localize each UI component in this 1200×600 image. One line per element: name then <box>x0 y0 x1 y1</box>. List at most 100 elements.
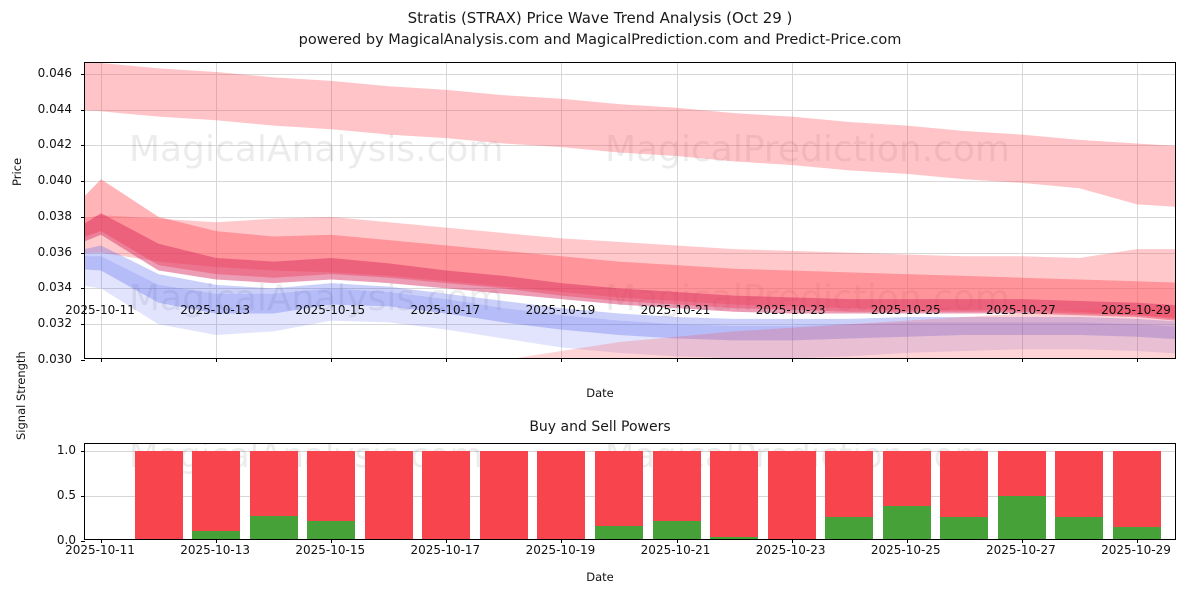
price-y-tick: 0.034 <box>37 280 72 295</box>
buy-power-bar[interactable] <box>652 521 701 539</box>
buy-power-bar[interactable] <box>710 537 759 539</box>
price-x-tick: 2025-10-21 <box>640 303 711 317</box>
price-x-tick: 2025-10-27 <box>986 303 1056 317</box>
price-y-tickmark <box>81 145 85 147</box>
powers-x-tickmark <box>101 539 102 543</box>
buy-power-bar[interactable] <box>997 496 1046 539</box>
sell-power-bar[interactable] <box>537 451 586 539</box>
price-y-axis-label: Price <box>10 157 24 186</box>
price-x-tickmark <box>216 358 218 362</box>
buy-power-bar[interactable] <box>1055 516 1104 539</box>
powers-x-axis-label: Date <box>586 570 614 584</box>
price-y-tickmark <box>81 216 85 218</box>
price-y-tickmark <box>81 360 85 361</box>
price-gridline-h <box>85 109 1175 111</box>
sell-power-bar[interactable] <box>825 451 874 517</box>
powers-y-tick: 1.0 <box>56 443 76 458</box>
price-y-tick: 0.030 <box>37 352 72 366</box>
powers-x-tick: 2025-10-15 <box>295 543 366 557</box>
price-x-tickmark <box>1021 358 1023 362</box>
sell-power-bar[interactable] <box>710 451 759 538</box>
price-band-inner-wave-band <box>85 213 1175 321</box>
powers-x-tick: 2025-10-17 <box>410 543 481 557</box>
buy-power-bar[interactable] <box>249 515 298 539</box>
powers-y-tick: 0.5 <box>56 488 76 503</box>
price-gridline-v <box>1021 63 1023 358</box>
price-y-tick: 0.042 <box>37 137 72 152</box>
buy-power-bar[interactable] <box>825 516 874 539</box>
price-y-tick: 0.036 <box>37 244 72 259</box>
price-y-tickmark <box>81 181 85 183</box>
price-band-outer-support-band-blue <box>85 256 1175 358</box>
price-y-tickmark <box>81 109 85 111</box>
sell-power-bar[interactable] <box>364 451 413 539</box>
powers-x-tick: 2025-10-13 <box>180 543 250 557</box>
price-gridline-v <box>676 63 678 358</box>
price-x-tickmark <box>1137 358 1138 362</box>
sell-power-bar[interactable] <box>767 451 816 539</box>
powers-x-tickmark <box>906 539 908 543</box>
powers-x-tick: 2025-10-27 <box>986 543 1056 557</box>
sell-power-bar[interactable] <box>307 451 356 522</box>
sell-power-bar[interactable] <box>940 451 989 517</box>
price-gridline-v <box>1137 63 1138 358</box>
price-gridline-h <box>85 145 1175 147</box>
powers-x-tickmark <box>216 539 218 543</box>
price-x-tickmark <box>676 358 678 362</box>
buy-power-bar[interactable] <box>882 505 931 539</box>
powers-x-tick: 2025-10-29 <box>1101 543 1171 557</box>
powers-y-tick: 0.0 <box>56 533 76 547</box>
price-x-tick: 2025-10-17 <box>410 303 481 317</box>
price-x-tickmark <box>561 358 563 362</box>
price-y-tickmark <box>81 252 85 254</box>
sell-power-bar[interactable] <box>882 451 931 506</box>
price-gridline-h <box>85 324 1175 326</box>
buy-power-bar[interactable] <box>1113 526 1161 539</box>
price-band-layer <box>85 63 1175 358</box>
powers-x-tickmark <box>1021 539 1023 543</box>
powers-x-tick: 2025-10-21 <box>640 543 711 557</box>
sell-power-bar[interactable] <box>997 451 1046 497</box>
price-wave-chart[interactable]: MagicalAnalysis.com MagicalPrediction.com… <box>81 62 1176 362</box>
sell-power-bar[interactable] <box>595 451 643 526</box>
powers-x-tickmark <box>331 539 333 543</box>
powers-x-tickmark <box>676 539 678 543</box>
price-gridline-v <box>446 63 448 358</box>
price-gridline-v <box>101 63 102 358</box>
price-x-tick: 2025-10-23 <box>755 303 826 317</box>
sell-power-bar[interactable] <box>422 451 471 539</box>
price-y-tick: 0.044 <box>37 101 72 116</box>
price-band-outer-upper-resistance <box>85 63 1175 207</box>
price-gridline-v <box>216 63 218 358</box>
buy-power-bar[interactable] <box>595 525 643 539</box>
price-x-tick: 2025-10-25 <box>870 303 941 317</box>
price-gridline-v <box>791 63 793 358</box>
powers-chart-title: Buy and Sell Powers <box>529 419 671 435</box>
buy-power-bar[interactable] <box>307 521 356 539</box>
page-title: Stratis (STRAX) Price Wave Trend Analysi… <box>407 9 793 27</box>
buy-power-bar[interactable] <box>940 516 989 539</box>
page-subtitle: powered by MagicalAnalysis.com and Magic… <box>298 32 902 48</box>
price-x-tick: 2025-10-13 <box>180 303 250 317</box>
price-gridline-h <box>85 288 1175 290</box>
sell-power-bar[interactable] <box>249 451 298 516</box>
sell-power-bar[interactable] <box>652 451 701 522</box>
price-x-axis-label: Date <box>586 386 614 400</box>
powers-y-axis-label: Signal Strength <box>14 351 28 440</box>
price-plot-area: MagicalAnalysis.com MagicalPrediction.com… <box>85 63 1175 358</box>
price-x-tick: 2025-10-11 <box>65 303 135 317</box>
powers-x-tickmark <box>561 539 563 543</box>
price-gridline-h <box>85 181 1175 183</box>
price-band-lowest-pink-tail-band <box>516 306 1175 358</box>
sell-power-bar[interactable] <box>134 451 183 539</box>
sell-power-bar[interactable] <box>479 451 528 539</box>
price-band-upper-wave-band <box>85 179 1175 319</box>
sell-power-bar[interactable] <box>192 451 241 532</box>
sell-power-bar[interactable] <box>1113 451 1161 527</box>
sell-power-bar[interactable] <box>1055 451 1104 517</box>
powers-y-tickmark <box>81 541 85 542</box>
buy-power-bar[interactable] <box>192 531 241 539</box>
powers-y-tickmark <box>81 451 85 453</box>
